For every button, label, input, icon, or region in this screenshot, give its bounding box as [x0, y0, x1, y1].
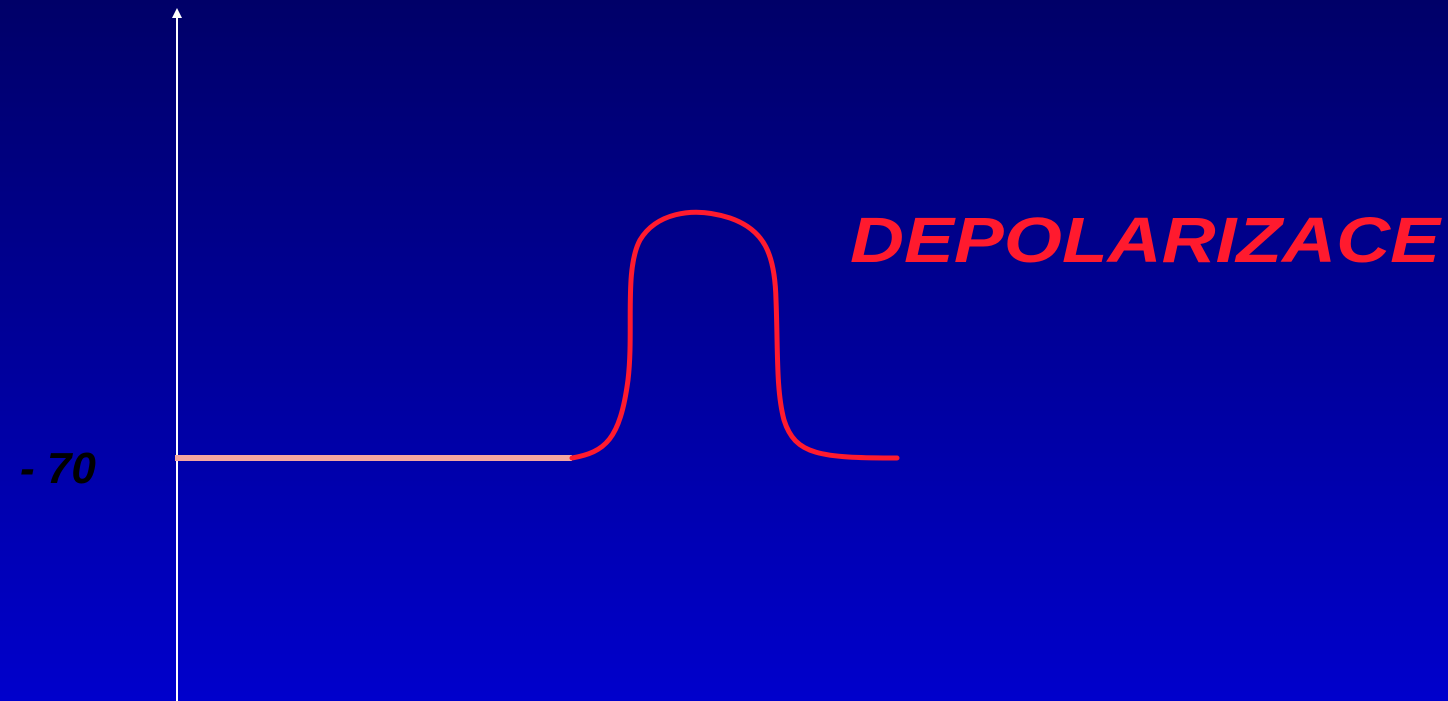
axis-arrow	[172, 8, 182, 18]
annotation: DEPOLARIZACE	[850, 204, 1443, 276]
y-value-label: - 70	[20, 444, 96, 493]
depolarization-curve	[569, 209, 900, 461]
